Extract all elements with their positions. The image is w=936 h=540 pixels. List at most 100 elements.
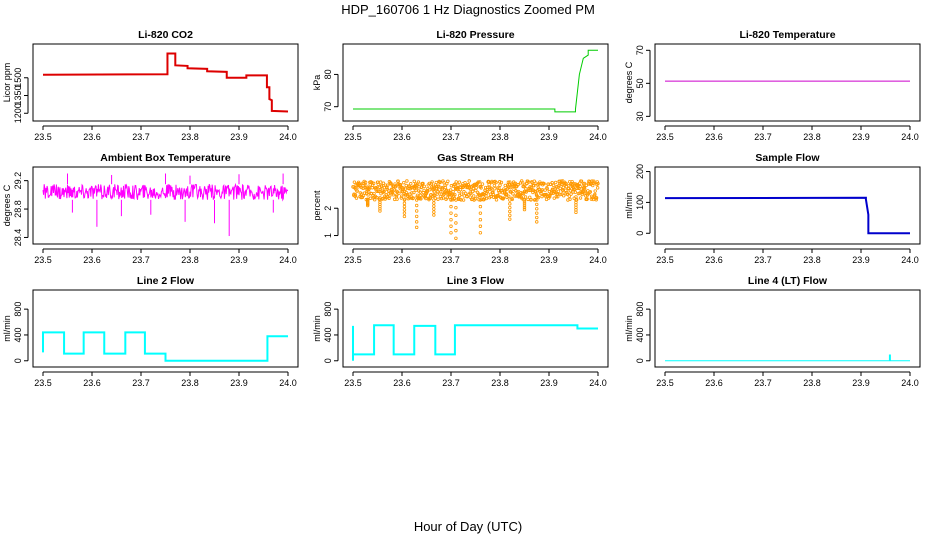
x-tick-label: 23.9	[540, 132, 558, 142]
point	[437, 184, 441, 188]
point	[428, 196, 433, 201]
point	[434, 187, 439, 191]
panel-8: Line 3 Flow ml/min 23.5 23.6 23.7 23.8 23.9 24.…	[312, 275, 609, 388]
x-tick-label: 23.7	[442, 378, 460, 388]
panel-4: Ambient Box Temperature degrees C 23.5 23.6…	[2, 152, 299, 265]
point	[432, 213, 436, 217]
point	[570, 179, 574, 184]
point	[528, 185, 532, 189]
x-tick-label: 23.8	[803, 378, 821, 388]
x-tick-label: 23.6	[393, 255, 411, 265]
point	[362, 191, 367, 195]
point	[372, 191, 376, 196]
point	[451, 190, 455, 194]
point	[578, 196, 583, 200]
y-axis: 12	[323, 206, 339, 238]
point	[378, 180, 383, 184]
point	[479, 186, 483, 190]
plot-frame	[342, 289, 609, 368]
point	[470, 197, 475, 201]
y-tick-label: 100	[635, 195, 645, 210]
point	[454, 198, 458, 202]
x-tick-label: 23.5	[344, 255, 362, 265]
x-tick-label: 23.6	[83, 378, 101, 388]
point	[478, 204, 483, 209]
y-tick-label: 1200	[13, 103, 23, 123]
point	[508, 186, 513, 190]
point	[367, 187, 371, 191]
point	[380, 184, 384, 189]
point	[545, 186, 549, 191]
x-tick-label: 23.5	[34, 378, 52, 388]
point	[522, 202, 527, 206]
point	[434, 180, 438, 185]
y-axis: 30 50 70	[635, 45, 651, 121]
series-noise	[42, 182, 289, 202]
point	[388, 194, 392, 198]
point	[454, 221, 458, 225]
point	[535, 215, 539, 220]
point	[564, 181, 568, 186]
point	[457, 180, 462, 184]
y-axis-label: ml/min	[624, 192, 634, 219]
point	[395, 193, 399, 197]
y-tick-label: 800	[635, 302, 645, 317]
point	[553, 187, 557, 191]
point	[509, 190, 513, 194]
y-tick-label: 80	[323, 69, 333, 79]
point	[375, 195, 379, 200]
point	[381, 181, 386, 185]
point	[551, 183, 556, 188]
x-axis: 23.5 23.6 23.7 23.8 23.9 24.0	[656, 371, 919, 388]
y-tick-label: 200	[635, 164, 645, 179]
point	[494, 198, 499, 202]
x-tick-label: 23.7	[132, 378, 150, 388]
x-tick-label: 23.6	[705, 378, 723, 388]
x-tick-label: 23.9	[230, 378, 248, 388]
point	[449, 198, 453, 202]
y-axis-label: ml/min	[2, 315, 12, 342]
point	[508, 209, 512, 214]
y-axis-label: degrees C	[2, 184, 12, 226]
x-tick-label: 23.7	[754, 378, 772, 388]
point	[478, 180, 482, 184]
point	[565, 190, 569, 195]
point	[524, 190, 528, 194]
point	[497, 180, 502, 184]
point	[535, 220, 539, 224]
point	[435, 192, 440, 196]
point	[366, 200, 370, 204]
y-axis: 28.4 28.8 29.2	[13, 172, 29, 246]
point	[573, 190, 577, 194]
plot-frame	[342, 166, 609, 245]
y-tick-label: 70	[323, 102, 333, 112]
point	[353, 193, 358, 197]
point	[432, 204, 436, 208]
point	[439, 196, 444, 201]
point	[455, 187, 459, 192]
x-axis: 23.5 23.6 23.7 23.8 23.9 24.0	[344, 125, 607, 142]
point	[521, 181, 525, 185]
point	[354, 196, 359, 200]
point	[578, 184, 582, 189]
panel-2: Li-820 Pressure kPa 23.5 23.6 23.7 23.8 23.9 24…	[312, 29, 609, 142]
point	[415, 193, 420, 198]
plot-frame	[654, 289, 921, 368]
point	[432, 201, 436, 205]
point	[366, 193, 370, 197]
point	[581, 186, 585, 190]
x-tick-label: 23.6	[83, 255, 101, 265]
point	[449, 211, 453, 215]
point	[473, 197, 478, 201]
point	[508, 213, 512, 218]
point	[378, 204, 382, 209]
point	[430, 180, 434, 184]
x-tick-label: 24.0	[279, 255, 297, 265]
x-tick-label: 23.7	[754, 132, 772, 142]
point	[567, 194, 571, 198]
x-tick-label: 23.7	[132, 255, 150, 265]
panel-title: Li-820 CO2	[138, 29, 193, 41]
figure-title: HDP_160706 1 Hz Diagnostics Zoomed PM	[341, 2, 595, 17]
